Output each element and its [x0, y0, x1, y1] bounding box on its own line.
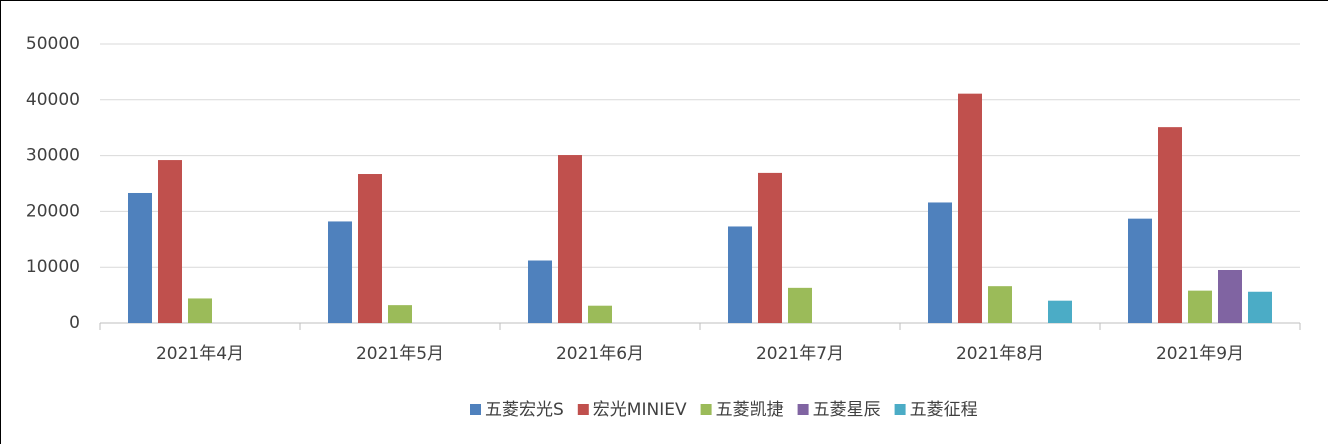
legend-swatch	[700, 404, 712, 415]
bar	[1048, 300, 1072, 323]
bar	[1218, 269, 1242, 323]
y-tick-label: 10000	[26, 257, 80, 277]
bar	[1188, 290, 1212, 323]
bar	[388, 305, 412, 323]
bar	[1128, 218, 1152, 323]
y-tick-label: 20000	[26, 201, 80, 221]
bar	[758, 172, 782, 323]
bar	[1158, 127, 1182, 323]
x-tick-label: 2021年5月	[356, 344, 444, 364]
y-tick-label: 0	[69, 313, 80, 333]
bar	[528, 260, 552, 323]
legend-swatch	[470, 404, 481, 415]
y-tick-label: 50000	[26, 34, 80, 54]
bar	[128, 192, 152, 323]
y-tick-label: 40000	[26, 90, 80, 110]
x-tick-label: 2021年7月	[756, 344, 844, 364]
bar	[958, 93, 982, 323]
legend-label: 五菱征程	[910, 400, 978, 420]
legend-label: 五菱星辰	[813, 400, 881, 420]
legend-swatch	[894, 404, 906, 415]
bar	[788, 287, 812, 323]
x-tick-label: 2021年9月	[1156, 344, 1244, 364]
x-tick-label: 2021年4月	[156, 344, 244, 364]
legend-label: 五菱宏光S	[485, 400, 564, 420]
bar	[988, 286, 1012, 323]
bar	[188, 298, 212, 323]
x-tick-label: 2021年8月	[956, 344, 1044, 364]
legend-swatch	[797, 404, 809, 415]
legend-label: 宏光MINIEV	[593, 400, 687, 420]
bar	[158, 160, 182, 323]
bar	[358, 174, 382, 323]
y-tick-label: 30000	[26, 146, 80, 166]
bar	[728, 226, 752, 323]
bar	[588, 305, 612, 323]
bar	[328, 221, 352, 323]
x-tick-label: 2021年6月	[556, 344, 644, 364]
legend-label: 五菱凯捷	[716, 400, 784, 420]
bar	[558, 155, 582, 323]
legend-swatch	[577, 404, 589, 415]
bar	[928, 202, 952, 323]
bar	[1248, 291, 1272, 323]
